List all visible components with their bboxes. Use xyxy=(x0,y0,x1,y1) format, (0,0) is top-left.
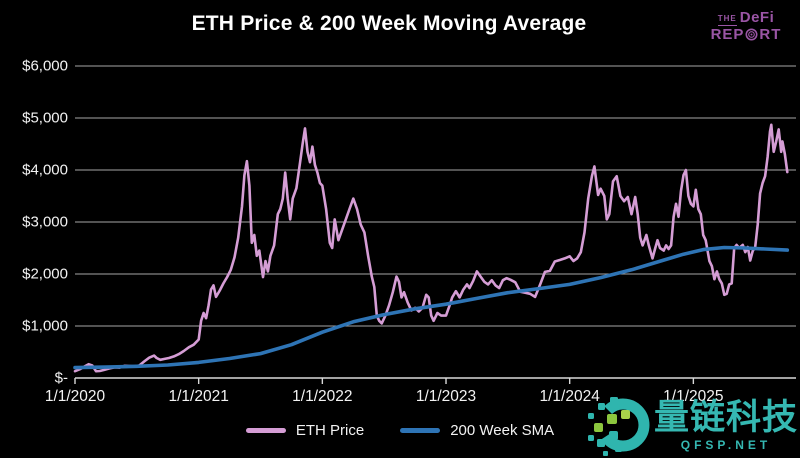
watermark-text-column: 量链科技 QFSP.NET xyxy=(653,398,798,452)
qfsp-logo-icon xyxy=(587,397,650,456)
y-tick-label: $3,000 xyxy=(22,213,68,231)
logo-defi-text: DeFi xyxy=(739,9,775,26)
logo-line1: THE DeFi xyxy=(700,10,792,26)
x-tick-label: 1/1/2022 xyxy=(292,388,353,405)
legend-item-200-week-sma: 200 Week SMA xyxy=(400,422,554,439)
logo-rep-text: REP xyxy=(710,25,745,43)
y-tick-label: $2,000 xyxy=(22,265,68,283)
x-tick-label: 1/1/2025 xyxy=(663,388,724,405)
logo-line2: REP RT xyxy=(700,25,792,43)
y-tick-label: $4,000 xyxy=(22,161,68,179)
target-o-icon xyxy=(745,28,758,41)
y-tick-label: $6,000 xyxy=(22,57,68,75)
legend-swatch xyxy=(245,428,286,433)
legend-swatch xyxy=(400,428,441,433)
qfsp-watermark: 量链科技 QFSP.NET xyxy=(586,394,798,458)
chart-legend: ETH Price 200 Week SMA xyxy=(0,422,800,439)
legend-item-eth-price: ETH Price xyxy=(245,422,365,439)
chart-title: ETH Price & 200 Week Moving Average xyxy=(191,12,587,35)
logo-the-text: THE xyxy=(717,14,737,26)
y-tick-label: $1,000 xyxy=(22,317,68,335)
legend-label: ETH Price xyxy=(295,422,365,439)
y-tick-label: $- xyxy=(54,369,68,387)
watermark-url-text: QFSP.NET xyxy=(680,437,772,452)
series-line-200-week-sma xyxy=(73,245,790,370)
y-tick-label: $5,000 xyxy=(22,109,68,127)
logo-rt-text: RT xyxy=(759,25,782,43)
x-tick-label: 1/1/2023 xyxy=(415,388,477,405)
x-tick-label: 1/1/2024 xyxy=(539,388,600,405)
x-tick-label: 1/1/2020 xyxy=(44,388,106,405)
series-line-eth-price xyxy=(73,123,789,373)
watermark-cn-text: 量链科技 xyxy=(653,398,798,438)
legend-label: 200 Week SMA xyxy=(450,422,555,439)
defi-report-logo: THE DeFi REP RT xyxy=(700,10,792,43)
x-tick-label: 1/1/2021 xyxy=(168,388,229,405)
